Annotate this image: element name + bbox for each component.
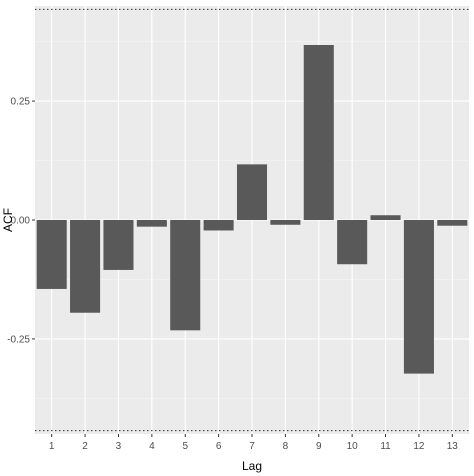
- bar-series: [36, 44, 468, 374]
- y-axis-title: ACF: [1, 208, 15, 232]
- bar: [370, 215, 401, 220]
- bar: [403, 220, 434, 374]
- x-axis-ticks: 1 2 3 4 5 6 7 8 9 10 11 12 13: [49, 434, 458, 452]
- y-tick-label: -0.25: [7, 334, 30, 345]
- y-tick-label: 0.00: [11, 216, 31, 227]
- x-tick-label: 8: [283, 441, 289, 452]
- bar: [203, 220, 234, 231]
- x-tick-label: 3: [116, 441, 122, 452]
- x-tick-label: 11: [380, 441, 391, 452]
- y-axis-ticks: -0.25 0.00 0.25: [7, 97, 35, 345]
- x-tick-label: 10: [347, 441, 359, 452]
- bar: [437, 220, 468, 226]
- bar: [136, 220, 167, 227]
- x-tick-label: 7: [249, 441, 255, 452]
- bar: [337, 220, 368, 265]
- y-tick-label: 0.25: [11, 97, 31, 108]
- x-tick-label: 6: [216, 441, 222, 452]
- x-tick-label: 4: [149, 441, 155, 452]
- x-tick-label: 5: [182, 441, 188, 452]
- bar: [36, 220, 67, 289]
- bar: [70, 220, 101, 313]
- x-tick-label: 2: [82, 441, 88, 452]
- x-tick-label: 9: [316, 441, 322, 452]
- confidence-bounds: [35, 8, 469, 432]
- x-tick-label: 1: [49, 441, 55, 452]
- x-tick-label: 12: [413, 441, 425, 452]
- bar: [103, 220, 134, 270]
- bar: [236, 164, 268, 220]
- x-tick-label: 13: [447, 441, 459, 452]
- bar: [270, 220, 301, 225]
- bar: [170, 220, 201, 331]
- x-axis-title: Lag: [242, 459, 262, 473]
- bar: [303, 44, 334, 220]
